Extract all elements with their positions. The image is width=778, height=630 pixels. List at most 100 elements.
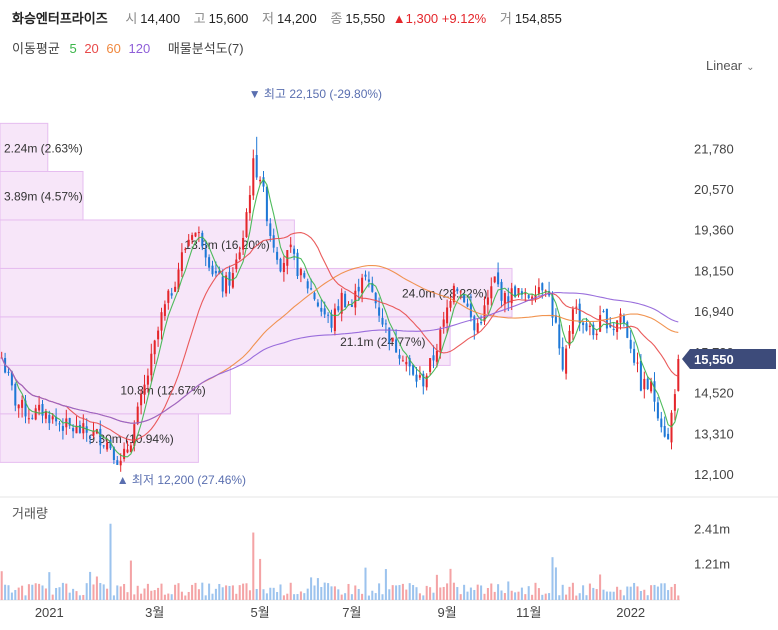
volume-bar — [361, 593, 364, 600]
change-value: ▲1,300 — [392, 11, 439, 26]
volume-bar — [653, 584, 656, 600]
volume-bar — [398, 585, 401, 600]
x-tick-label: 2021 — [35, 605, 64, 620]
candle — [663, 426, 666, 437]
volume-bar — [408, 583, 411, 600]
volume-bar — [602, 589, 605, 600]
volume-bar — [497, 584, 500, 600]
candle — [449, 300, 452, 308]
volume-bar — [520, 587, 523, 600]
candle — [551, 295, 554, 318]
candle — [72, 428, 75, 432]
candle — [429, 358, 432, 372]
candle — [293, 248, 296, 254]
candle — [401, 360, 404, 362]
volume-bar — [282, 595, 285, 600]
volume-bar — [531, 594, 534, 600]
volume-bar — [276, 592, 279, 600]
candle — [677, 359, 680, 391]
candle — [418, 375, 421, 378]
volume-bar — [262, 589, 265, 600]
volume-profile-band — [0, 170, 84, 221]
candle — [191, 235, 194, 240]
candle — [44, 411, 47, 419]
candle — [432, 355, 435, 361]
candle — [490, 286, 493, 299]
ma20-period: 20 — [84, 41, 99, 56]
volume-bar — [21, 585, 24, 600]
volume-bar — [354, 585, 357, 600]
volume-bar — [537, 588, 540, 600]
candle — [303, 273, 306, 278]
candle — [639, 360, 642, 391]
candle — [24, 400, 27, 417]
scale-mode-dropdown[interactable]: Linear ⌄ — [706, 58, 755, 73]
volume-bar — [327, 583, 330, 600]
candle — [439, 329, 442, 351]
volume-profile-band — [0, 413, 199, 463]
candle — [514, 286, 517, 297]
volume-bar — [248, 590, 251, 600]
candle — [486, 297, 489, 305]
volume-bar — [259, 558, 262, 600]
volume-bar — [418, 593, 421, 600]
volume-bar — [214, 588, 217, 600]
moving-average-label[interactable]: 이동평균 — [12, 41, 60, 56]
candle — [582, 322, 585, 326]
candle — [313, 292, 316, 300]
candle — [653, 381, 656, 402]
candle — [221, 276, 224, 292]
x-tick-label: 5월 — [250, 605, 269, 620]
candle — [585, 323, 588, 331]
candle — [660, 418, 663, 428]
volume-bar — [595, 589, 598, 600]
volume-bar — [68, 592, 71, 600]
volume-bar — [75, 591, 78, 600]
volume-profile-label[interactable]: 매물분석도(7) — [167, 41, 244, 56]
candle — [350, 304, 353, 307]
low-label: 저 — [262, 11, 274, 26]
volume-bar — [565, 594, 568, 600]
volume-bar — [480, 585, 483, 600]
candle — [605, 308, 608, 329]
candle — [405, 361, 408, 365]
candle — [493, 276, 496, 283]
candle — [561, 346, 564, 370]
stock-name: 화승엔터프라이즈 — [12, 11, 108, 26]
candle — [330, 314, 333, 328]
volume-bar — [211, 593, 214, 600]
ma5-line — [1, 178, 679, 458]
volume-bar — [92, 584, 95, 600]
candle — [670, 412, 673, 443]
volume-bar — [323, 582, 326, 600]
candle — [27, 418, 30, 420]
candle — [197, 232, 200, 234]
candle — [554, 315, 557, 323]
volume-bar — [507, 581, 510, 600]
volume-bar — [289, 582, 292, 600]
candle — [235, 259, 238, 270]
ma120-line — [1, 291, 679, 424]
volume-bar — [17, 587, 20, 600]
volume-bar — [0, 571, 3, 600]
volume-bar — [483, 593, 486, 600]
candle — [320, 307, 323, 312]
volume-bar — [476, 584, 479, 600]
ma60-period: 60 — [106, 41, 121, 56]
close-label: 종 — [330, 11, 343, 26]
y-tick-label: 12,100 — [694, 467, 734, 482]
candle — [68, 418, 71, 426]
candle — [272, 235, 275, 248]
volume-bar — [99, 583, 102, 600]
candle — [58, 423, 61, 425]
candle — [480, 321, 483, 324]
candle — [327, 314, 330, 316]
candle — [520, 291, 523, 295]
volume-bar — [299, 591, 302, 600]
volume-bar — [191, 584, 194, 600]
candle — [534, 294, 537, 299]
candle — [140, 394, 143, 406]
volume-bar — [561, 584, 564, 600]
candle — [354, 290, 357, 308]
